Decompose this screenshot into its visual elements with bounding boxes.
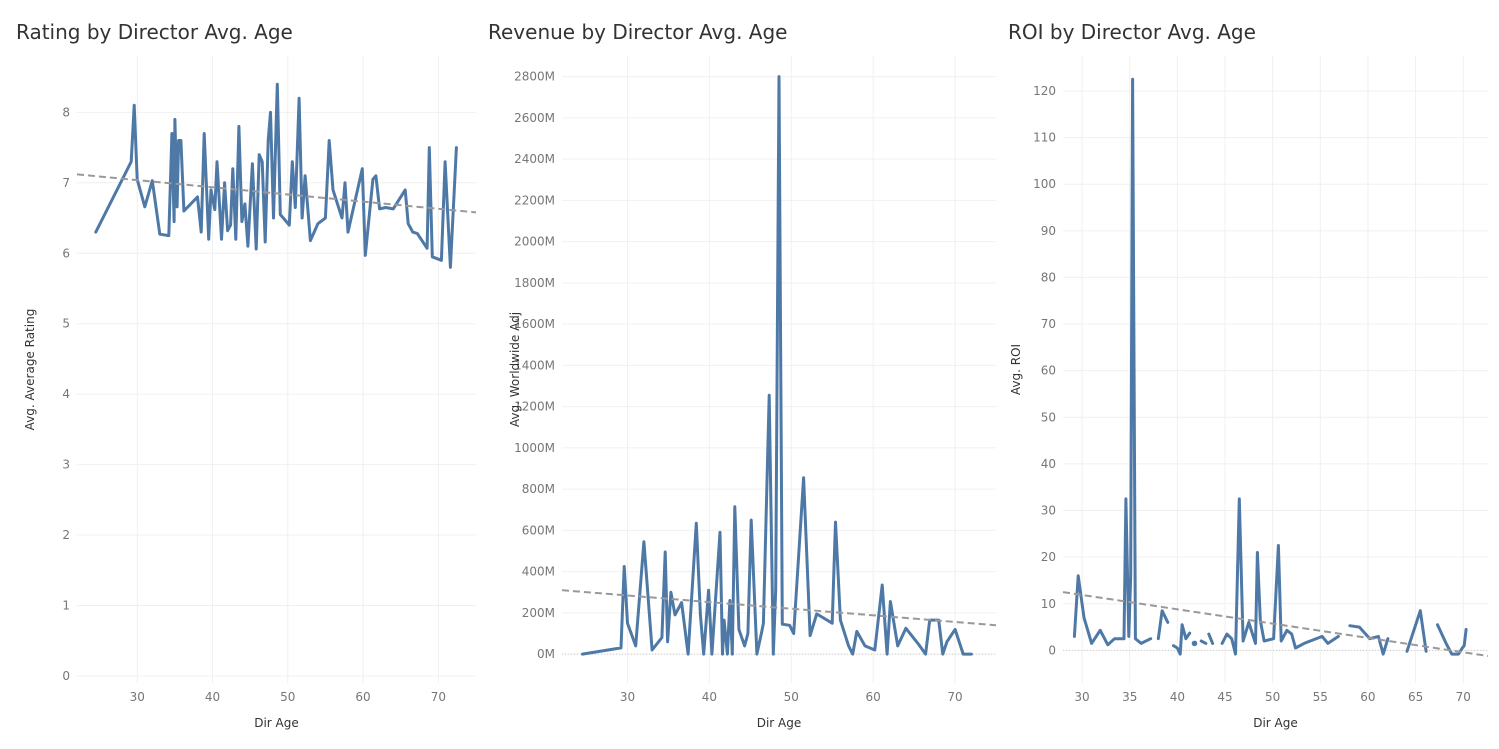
y-tick-label: 90: [1041, 224, 1056, 238]
y-tick-label: 0M: [537, 647, 555, 661]
y-tick-label: 70: [1041, 317, 1056, 331]
x-axis-label: Dir Age: [254, 716, 299, 730]
series-line: [1172, 623, 1192, 656]
x-tick-label: 60: [355, 690, 370, 704]
series-line: [1072, 77, 1153, 647]
x-tick-label: 70: [431, 690, 446, 704]
y-tick-label: 2800M: [514, 70, 555, 84]
y-tick-label: 800M: [522, 482, 555, 496]
x-tick-label: 55: [1313, 690, 1328, 704]
y-tick-label: 200M: [522, 606, 555, 620]
series-point: [1191, 640, 1198, 647]
chart-title: Rating by Director Avg. Age: [16, 20, 293, 44]
y-tick-label: 10: [1041, 597, 1056, 611]
x-tick-label: 40: [1170, 690, 1185, 704]
x-tick-label: 30: [620, 690, 635, 704]
series-line: [1436, 623, 1468, 656]
chart-title: Revenue by Director Avg. Age: [488, 20, 788, 44]
series-line: [94, 82, 458, 269]
x-tick-label: 40: [702, 690, 717, 704]
y-tick-label: 2200M: [514, 193, 555, 207]
y-tick-label: 80: [1041, 270, 1056, 284]
y-tick-label: 6: [62, 246, 70, 260]
x-tick-label: 30: [1074, 690, 1089, 704]
y-axis-label: Avg. Worldwide Adj: [508, 312, 522, 427]
x-tick-label: 30: [130, 690, 145, 704]
y-axis-label: Avg. Average Rating: [23, 309, 37, 431]
y-tick-label: 5: [62, 317, 70, 331]
y-tick-label: 100: [1033, 177, 1056, 191]
series-line: [1348, 624, 1390, 656]
y-tick-label: 7: [62, 176, 70, 190]
y-axis-label: Avg. ROI: [1009, 344, 1023, 395]
rating-chart-svg: 30 40 50 60 70 0 1 2 3 4 5 6 7 8 Dir Age Avg. Average R…: [23, 56, 477, 730]
trend-line: [76, 173, 477, 214]
chart-title: ROI by Director Avg. Age: [1008, 20, 1256, 44]
y-tick-label: 110: [1033, 131, 1056, 145]
x-tick-label: 60: [1360, 690, 1375, 704]
y-tick-label: 2: [62, 528, 70, 542]
y-tick-label: 2400M: [514, 152, 555, 166]
y-tick-label: 40: [1041, 457, 1056, 471]
x-tick-label: 70: [947, 690, 962, 704]
series-line: [1405, 609, 1428, 653]
x-tick-label: 45: [1217, 690, 1232, 704]
x-tick-label: 50: [1265, 690, 1280, 704]
y-tick-label: 2600M: [514, 111, 555, 125]
x-tick-label: 70: [1456, 690, 1471, 704]
x-tick-label: 40: [205, 690, 220, 704]
series-line: [1199, 639, 1208, 645]
y-tick-label: 1000M: [514, 441, 555, 455]
y-tick-label: 0: [62, 669, 70, 683]
y-tick-label: 0: [1048, 643, 1056, 657]
y-tick-label: 2000M: [514, 235, 555, 249]
y-tick-label: 1600M: [514, 317, 555, 331]
revenue-chart-svg: 30 40 50 60 70 0M 200M 400M 600M 800M 1000M 1200M 14…: [508, 56, 997, 730]
y-tick-label: 60: [1041, 364, 1056, 378]
y-tick-label: 50: [1041, 410, 1056, 424]
y-tick-label: 4: [62, 387, 70, 401]
y-tick-label: 1400M: [514, 358, 555, 372]
x-tick-label: 65: [1408, 690, 1423, 704]
y-tick-label: 1200M: [514, 400, 555, 414]
series-line: [1156, 609, 1170, 641]
y-tick-label: 20: [1041, 550, 1056, 564]
trend-line: [561, 589, 997, 627]
y-tick-label: 1800M: [514, 276, 555, 290]
y-tick-label: 120: [1033, 84, 1056, 98]
y-tick-label: 30: [1041, 504, 1056, 518]
y-tick-label: 400M: [522, 565, 555, 579]
x-axis-label: Dir Age: [757, 716, 802, 730]
y-tick-label: 3: [62, 458, 70, 472]
x-tick-label: 50: [280, 690, 295, 704]
trend-line: [1062, 591, 1489, 657]
chart-rating-by-age: Rating by Director Avg. Age 30 40 50 60 70 0 1…: [0, 0, 490, 749]
y-tick-label: 8: [62, 105, 70, 119]
x-tick-label: 60: [866, 690, 881, 704]
x-axis-label: Dir Age: [1253, 716, 1298, 730]
x-tick-label: 50: [784, 690, 799, 704]
chart-revenue-by-age: Revenue by Director Avg. Age 30 40 50 60 70 0…: [488, 20, 997, 730]
y-tick-label: 1: [62, 599, 70, 613]
y-tick-label: 600M: [522, 523, 555, 537]
series-line: [1220, 497, 1340, 656]
series-line: [1207, 632, 1215, 645]
x-tick-label: 35: [1122, 690, 1137, 704]
